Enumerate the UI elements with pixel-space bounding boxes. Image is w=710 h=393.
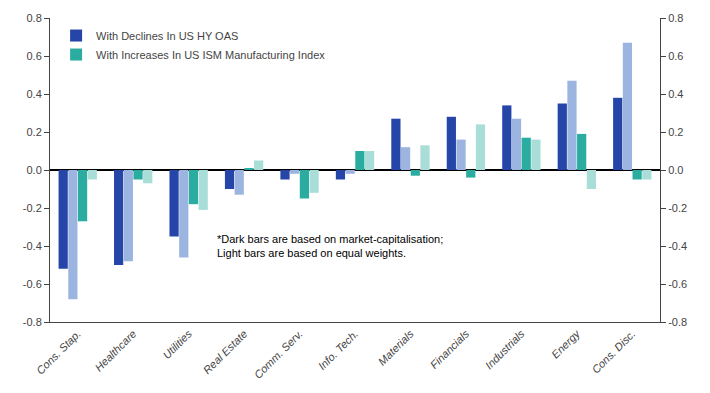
svg-text:Cons. Disc.: Cons. Disc. (589, 328, 637, 376)
svg-text:With Increases In US ISM Manuf: With Increases In US ISM Manufacturing I… (96, 49, 325, 61)
svg-text:Comm. Serv.: Comm. Serv. (252, 328, 305, 381)
svg-text:-0.8: -0.8 (668, 316, 687, 328)
svg-text:0.0: 0.0 (668, 164, 683, 176)
svg-text:Financials: Financials (428, 327, 472, 371)
svg-text:*Dark bars are based on market: *Dark bars are based on market-capitalis… (217, 233, 443, 259)
svg-text:0.6: 0.6 (27, 50, 42, 62)
svg-text:-0.6: -0.6 (668, 278, 687, 290)
svg-text:Utilities: Utilities (160, 327, 194, 361)
svg-text:0.4: 0.4 (27, 88, 42, 100)
svg-text:Real Estate: Real Estate (201, 328, 250, 377)
svg-text:Healthcare: Healthcare (92, 328, 138, 374)
svg-text:0.4: 0.4 (668, 88, 683, 100)
svg-text:Info. Tech.: Info. Tech. (316, 328, 361, 373)
svg-text:-0.4: -0.4 (668, 240, 687, 252)
svg-text:-0.2: -0.2 (668, 202, 687, 214)
svg-text:0.2: 0.2 (668, 126, 683, 138)
svg-text:-0.4: -0.4 (23, 240, 42, 252)
svg-text:Cons. Stap.: Cons. Stap. (34, 328, 83, 377)
svg-text:Energy: Energy (549, 326, 583, 360)
svg-text:With Declines In US HY OAS: With Declines In US HY OAS (96, 30, 238, 42)
svg-text:Materials: Materials (376, 327, 416, 367)
svg-text:0.0: 0.0 (27, 164, 42, 176)
svg-text:0.2: 0.2 (27, 126, 42, 138)
svg-text:-0.6: -0.6 (23, 278, 42, 290)
svg-text:Industrials: Industrials (483, 327, 527, 371)
svg-text:0.8: 0.8 (668, 12, 683, 24)
svg-text:0.6: 0.6 (668, 50, 683, 62)
svg-text:0.8: 0.8 (27, 12, 42, 24)
svg-text:-0.8: -0.8 (23, 316, 42, 328)
svg-text:-0.2: -0.2 (23, 202, 42, 214)
